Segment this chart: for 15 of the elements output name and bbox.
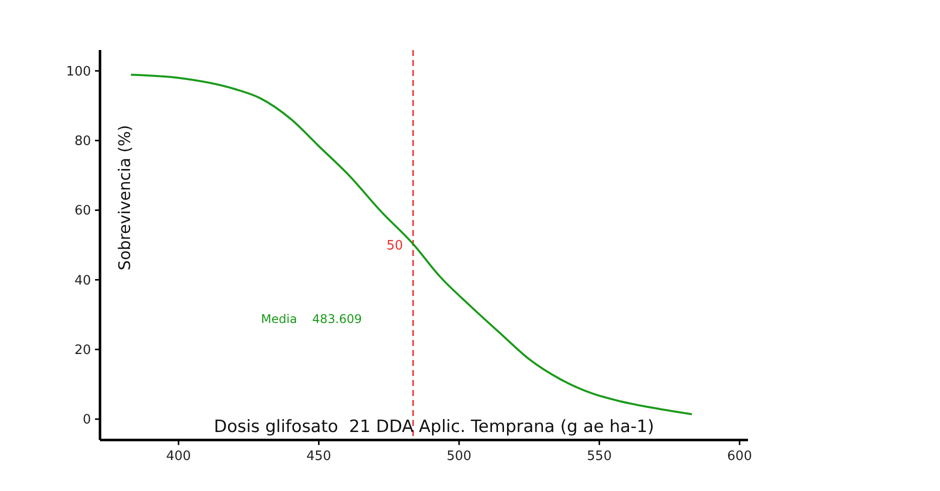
y-tick-label: 100 bbox=[66, 64, 91, 80]
x-tick-label: 600 bbox=[727, 449, 752, 464]
x-tick-label: 550 bbox=[586, 449, 612, 464]
x-tick-label: 500 bbox=[446, 449, 472, 464]
x-tick-label: 450 bbox=[306, 449, 332, 464]
y-tick-label: 20 bbox=[74, 343, 91, 358]
y-tick-label: 0 bbox=[82, 412, 91, 428]
y-axis-title: Sobrevivencia (%) bbox=[115, 124, 134, 270]
annotation: 50 bbox=[386, 238, 404, 254]
annotation: Media 483.609 bbox=[261, 312, 362, 326]
y-tick-label: 40 bbox=[74, 273, 91, 288]
y-tick-label: 80 bbox=[74, 134, 91, 150]
x-axis-title: Dosis glifosato 21 DDA Aplic. Temprana (g ae ha-1) bbox=[214, 417, 654, 437]
y-tick-label: 60 bbox=[74, 204, 91, 219]
x-tick-label: 400 bbox=[166, 449, 191, 464]
